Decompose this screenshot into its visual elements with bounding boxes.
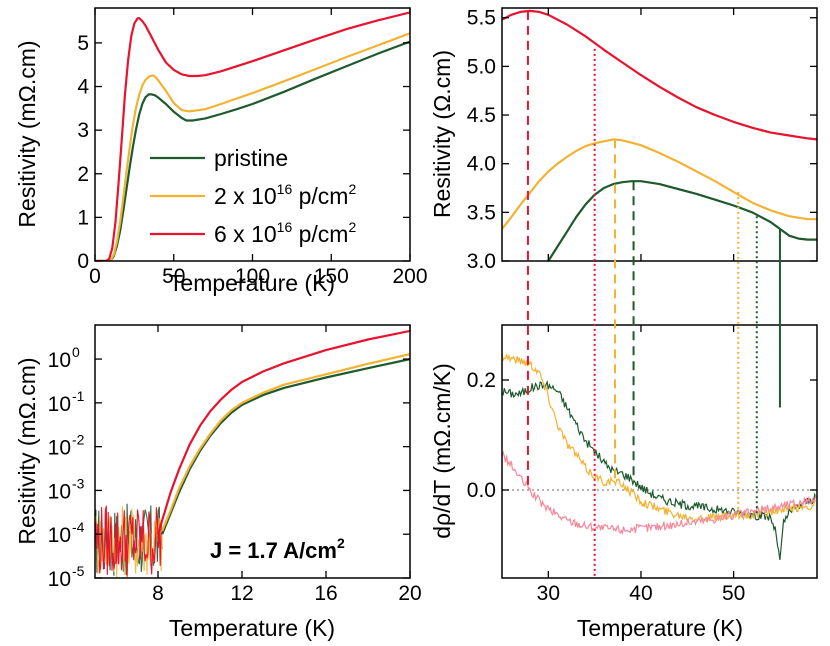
br-xtick-label: 40 xyxy=(629,582,652,605)
panel-top-right: 3.0 3.5 4.0 4.5 5.0 5.5 Resitivity (Ω.cm) xyxy=(429,7,818,273)
panel-bottom-right: 30 40 50 0.0 0.2 Temperature (K) dρ/dT (mΩ.c… xyxy=(429,324,818,641)
top-right-series-dose2 xyxy=(502,138,817,230)
bl-ytick-label: 10 xyxy=(48,437,71,460)
br-series-dose2 xyxy=(502,352,817,523)
tl-ylabel: Resitivity (mΩ.cm) xyxy=(14,40,40,227)
bl-noise-dose6 xyxy=(95,505,163,577)
br-xtick-label: 50 xyxy=(722,582,745,605)
tl-ticks-group: 0 50 100 150 200 0 1 2 3 4 5 xyxy=(77,8,428,288)
top-right-series-pristine xyxy=(547,180,817,261)
top-left-series-pristine xyxy=(95,40,410,261)
bl-series-group xyxy=(95,329,410,578)
tr-ticks-group: 3.0 3.5 4.0 4.5 5.0 5.5 xyxy=(467,7,817,273)
br-ytick-label: 0.2 xyxy=(467,369,496,392)
bl-ytick-label: 10 xyxy=(48,349,71,372)
br-series-group xyxy=(502,352,817,560)
bl-ytick-exponent: -4 xyxy=(72,519,85,535)
bl-ytick-exponent: -3 xyxy=(72,475,85,491)
tr-ytick-label: 4.5 xyxy=(467,104,496,127)
legend-dose2-base: 2 x 10 xyxy=(214,183,277,209)
tr-ylabel: Resitivity (Ω.cm) xyxy=(429,50,455,218)
panel-top-left: 0 50 100 150 200 0 1 2 3 4 5 Temperature (K) Resit… xyxy=(14,7,428,296)
legend-label-dose6: 6 x 1016 p/cm2 xyxy=(214,219,356,247)
br-xtick-label: 30 xyxy=(537,582,560,605)
tl-ytick-label: 0 xyxy=(77,250,89,273)
bl-ytick-exponent: -5 xyxy=(72,563,85,579)
br-ticks-group: 30 40 50 0.0 0.2 xyxy=(467,325,817,605)
tl-ytick-label: 5 xyxy=(77,32,89,55)
current-density-exp: 2 xyxy=(337,535,345,551)
bl-xlabel: Temperature (K) xyxy=(169,615,335,641)
legend-dose2-unit: p/cm xyxy=(292,183,348,209)
tr-ytick-label: 4.0 xyxy=(467,153,496,176)
tl-xtick-label: 100 xyxy=(235,265,270,288)
bl-xtick-label: 8 xyxy=(152,582,164,605)
current-density-text: J = 1.7 A/cm xyxy=(210,538,337,563)
bl-ytick-exponent: -1 xyxy=(72,388,85,404)
tr-ytick-label: 3.0 xyxy=(467,250,496,273)
bottom-left-series-dose6 xyxy=(156,329,410,535)
top-right-series-dose6 xyxy=(502,9,817,141)
legend: pristine 2 x 1016 p/cm2 6 x 1016 p/cm2 xyxy=(150,145,356,247)
tr-frame xyxy=(501,7,818,262)
tl-xlabel: Temperature (K) xyxy=(169,270,335,296)
bl-noise-pristine xyxy=(95,503,163,576)
legend-dose2-exp: 16 xyxy=(277,181,293,197)
legend-dose6-unit: p/cm xyxy=(292,221,348,247)
br-xlabel: Temperature (K) xyxy=(577,615,743,641)
bl-ytick-label: 10 xyxy=(48,524,71,547)
tl-ytick-label: 4 xyxy=(77,76,89,99)
tl-xtick-label: 50 xyxy=(162,265,185,288)
tr-ytick-label: 5.0 xyxy=(467,55,496,78)
legend-label-pristine: pristine xyxy=(214,145,288,171)
legend-dose2-unit-exp: 2 xyxy=(348,181,356,197)
legend-dose6-exp: 16 xyxy=(277,219,293,235)
bl-xtick-label: 20 xyxy=(398,582,421,605)
bl-xtick-label: 12 xyxy=(230,582,253,605)
br-series-dose6_light xyxy=(502,450,817,536)
tl-ytick-label: 2 xyxy=(77,163,89,186)
br-frame xyxy=(501,324,818,579)
tl-ytick-label: 3 xyxy=(77,119,89,142)
legend-dose6-unit-exp: 2 xyxy=(348,219,356,235)
legend-label-dose2: 2 x 1016 p/cm2 xyxy=(214,181,356,209)
bl-ytick-label: 10 xyxy=(48,393,71,416)
br-ylabel: dρ/dT (mΩ.cm/K) xyxy=(429,363,455,539)
bl-ytick-exponent: 0 xyxy=(72,344,80,360)
marker-lines-group xyxy=(526,10,781,578)
bl-frame xyxy=(94,324,411,579)
bl-ylabel: Resitivity (mΩ.cm) xyxy=(14,357,40,544)
tl-xtick-label: 150 xyxy=(314,265,349,288)
bl-noise-dose2 xyxy=(95,506,163,578)
tl-ytick-label: 1 xyxy=(77,206,89,229)
tl-series-group xyxy=(95,11,410,261)
current-density-annotation: J = 1.7 A/cm2 xyxy=(210,535,345,563)
bottom-left-series-dose2 xyxy=(161,353,410,532)
legend-dose6-base: 6 x 10 xyxy=(214,221,277,247)
bl-ytick-label: 10 xyxy=(48,480,71,503)
br-series-pristine xyxy=(502,379,817,560)
bl-xtick-label: 16 xyxy=(314,582,337,605)
top-left-series-dose2 xyxy=(95,32,410,261)
tl-xtick-label: 0 xyxy=(89,265,101,288)
br-ytick-label: 0.0 xyxy=(467,479,496,502)
bl-ytick-exponent: -2 xyxy=(72,432,85,448)
tr-series-group xyxy=(502,9,817,261)
tr-ytick-label: 3.5 xyxy=(467,201,496,224)
bl-ytick-label: 10 xyxy=(48,568,71,591)
tl-xtick-label: 200 xyxy=(392,265,427,288)
tr-ytick-label: 5.5 xyxy=(467,7,496,30)
top-left-series-dose6 xyxy=(95,11,410,261)
bottom-left-series-pristine xyxy=(161,358,410,535)
